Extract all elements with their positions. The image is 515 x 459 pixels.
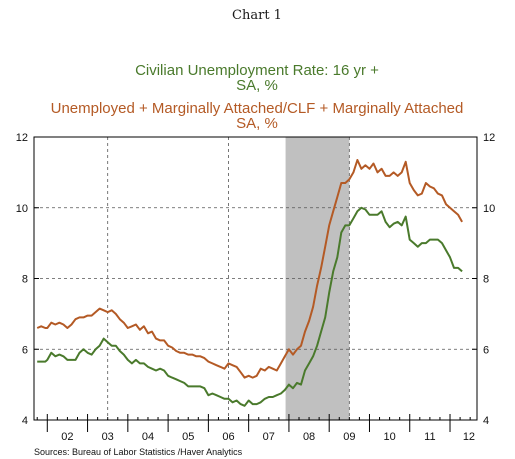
x-tick-label: 12 <box>463 431 475 443</box>
x-axis: 02 03 04 05 06 07 08 09 10 11 12 <box>36 414 475 443</box>
y-tick-label-right: 8 <box>483 274 489 286</box>
x-tick-label: 03 <box>102 431 114 443</box>
y-tick-label-left: 6 <box>22 344 28 356</box>
x-tick-label: 06 <box>222 431 234 443</box>
y-tick-label-left: 12 <box>16 132 28 144</box>
series-1-name: Civilian Unemployment Rate: 16 yr + <box>135 62 379 79</box>
chart-title: Chart 1 <box>232 8 282 23</box>
series-lines <box>36 159 463 407</box>
x-tick-label: 09 <box>343 431 355 443</box>
x-tick-label: 07 <box>263 431 275 443</box>
x-tick-label: 02 <box>61 431 73 443</box>
x-tick-label: 04 <box>142 431 154 443</box>
series-2-unit-label: SA, % <box>236 115 278 132</box>
y-tick-label-left: 10 <box>16 203 28 215</box>
y-tick-label-left: 8 <box>22 274 28 286</box>
y-tick-label-right: 10 <box>483 203 495 215</box>
x-tick-label: 05 <box>182 431 194 443</box>
series-1-unit-label: SA, % <box>236 77 278 94</box>
y-tick-label-right: 12 <box>483 132 495 144</box>
y-axis-left: 4 6 8 10 12 <box>16 132 39 427</box>
x-tick-label: 10 <box>383 431 395 443</box>
source-note: Sources: Bureau of Labor Statistics /Hav… <box>34 447 243 457</box>
y-tick-label-right: 4 <box>483 415 489 427</box>
series-line-2 <box>36 159 463 379</box>
series-line-1 <box>37 206 463 407</box>
gridlines <box>34 137 477 420</box>
x-tick-label: 11 <box>424 431 435 443</box>
x-tick-label: 08 <box>303 431 315 443</box>
y-tick-label-right: 6 <box>483 344 489 356</box>
y-axis-right: 4 6 8 10 12 <box>472 132 495 427</box>
series-2-name: Unemployed + Marginally Attached/CLF + M… <box>51 100 464 117</box>
y-tick-label-left: 4 <box>22 415 28 427</box>
